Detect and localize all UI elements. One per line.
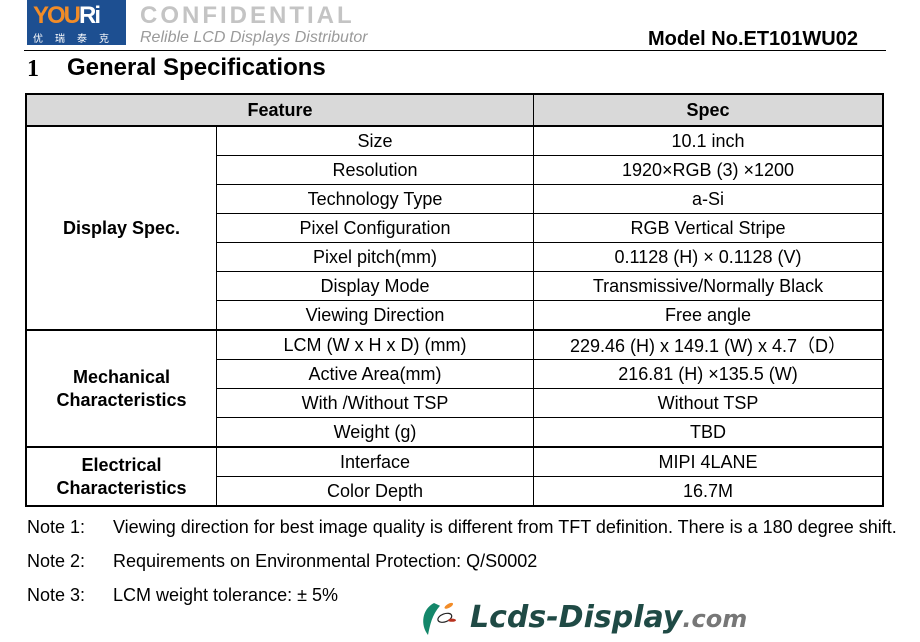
confidential-watermark: CONFIDENTIAL — [140, 2, 355, 29]
watermark-tagline: Relible LCD Displays Distributor — [140, 29, 368, 46]
table-row: Display Mode Transmissive/Normally Black — [26, 271, 884, 301]
note-1: Note 1: Viewing direction for best image … — [27, 516, 897, 539]
spec-cell: RGB Vertical Stripe — [533, 213, 884, 243]
note-label: Note 1: — [27, 517, 86, 537]
table-row: Viewing Direction Free angle — [26, 300, 884, 331]
note-label: Note 3: — [27, 585, 86, 605]
table-row: Display Spec. Size 10.1 inch — [25, 125, 884, 331]
feature-cell: LCM (W x H x D) (mm) — [216, 329, 534, 360]
header-feature: Feature — [25, 93, 534, 127]
spec-cell: Free angle — [533, 300, 884, 331]
feature-cell: Pixel Configuration — [216, 213, 534, 243]
section-title: General Specifications — [67, 54, 326, 81]
spec-cell: MIPI 4LANE — [533, 446, 884, 477]
header-spec: Spec — [533, 93, 884, 127]
feature-cell: Pixel pitch(mm) — [216, 242, 534, 272]
spec-cell: 1920×RGB (3) ×1200 — [533, 155, 884, 185]
spec-cell: Transmissive/Normally Black — [533, 271, 884, 301]
note-text: Viewing direction for best image quality… — [113, 517, 897, 537]
spec-cell: 229.46 (H) x 149.1 (W) x 4.7（D） — [533, 329, 884, 360]
table-row: Technology Type a-Si — [26, 184, 884, 214]
lcds-display-watermark: Lcds-Display.com — [420, 598, 900, 640]
table-row: Mechanical Characteristics LCM (W x H x D… — [25, 329, 884, 448]
feature-cell: Viewing Direction — [216, 300, 534, 331]
section-number: 1 — [27, 56, 39, 82]
spec-cell: 10.1 inch — [533, 125, 884, 156]
notes: Note 1: Viewing direction for best image … — [27, 516, 897, 618]
table-row: Resolution 1920×RGB (3) ×1200 — [26, 155, 884, 185]
spec-cell: TBD — [533, 417, 884, 448]
watermark-site: Lcds-Display — [470, 600, 683, 635]
youri-logo: YOURi 优瑞泰克 — [27, 0, 126, 45]
spec-cell: 16.7M — [533, 476, 884, 507]
feature-cell: Display Mode — [216, 271, 534, 301]
watermark-logo-icon — [423, 602, 456, 635]
watermark-site-tld: .com — [682, 605, 748, 633]
model-number: Model No.ET101WU02 — [647, 28, 858, 50]
note-text: LCM weight tolerance: ± 5% — [113, 585, 338, 605]
table-row: With /Without TSP Without TSP — [26, 388, 884, 418]
spec-table: Feature Spec Display Spec. Size 10.1 inch R… — [25, 93, 884, 507]
header-divider — [24, 50, 886, 51]
table-row: Electrical Characteristics Interface MIPI … — [25, 446, 884, 507]
spec-cell: Without TSP — [533, 388, 884, 418]
group-label: Display Spec. — [25, 125, 217, 331]
feature-cell: Color Depth — [216, 476, 534, 507]
feature-cell: Size — [216, 125, 534, 156]
note-text: Requirements on Environmental Protection… — [113, 551, 538, 571]
note-label: Note 2: — [27, 551, 86, 571]
feature-cell: With /Without TSP — [216, 388, 534, 418]
table-row: Color Depth 16.7M — [26, 476, 884, 507]
feature-cell: Technology Type — [216, 184, 534, 214]
note-2: Note 2: Requirements on Environmental Pro… — [27, 550, 897, 573]
spec-cell: a-Si — [533, 184, 884, 214]
table-row: Pixel Configuration RGB Vertical Stripe — [26, 213, 884, 243]
table-row: Pixel pitch(mm) 0.1128 (H) × 0.1128 (V) — [26, 242, 884, 272]
feature-cell: Resolution — [216, 155, 534, 185]
group-label: Mechanical Characteristics — [25, 329, 217, 448]
table-row: Active Area(mm) 216.81 (H) ×135.5 (W) — [26, 359, 884, 389]
feature-cell: Interface — [216, 446, 534, 477]
feature-cell: Weight (g) — [216, 417, 534, 448]
feature-cell: Active Area(mm) — [216, 359, 534, 389]
group-label: Electrical Characteristics — [25, 446, 217, 507]
spec-cell: 216.81 (H) ×135.5 (W) — [533, 359, 884, 389]
note-3: Note 3: LCM weight tolerance: ± 5% — [27, 584, 897, 607]
table-header-row: Feature Spec — [25, 93, 884, 127]
spec-cell: 0.1128 (H) × 0.1128 (V) — [533, 242, 884, 272]
